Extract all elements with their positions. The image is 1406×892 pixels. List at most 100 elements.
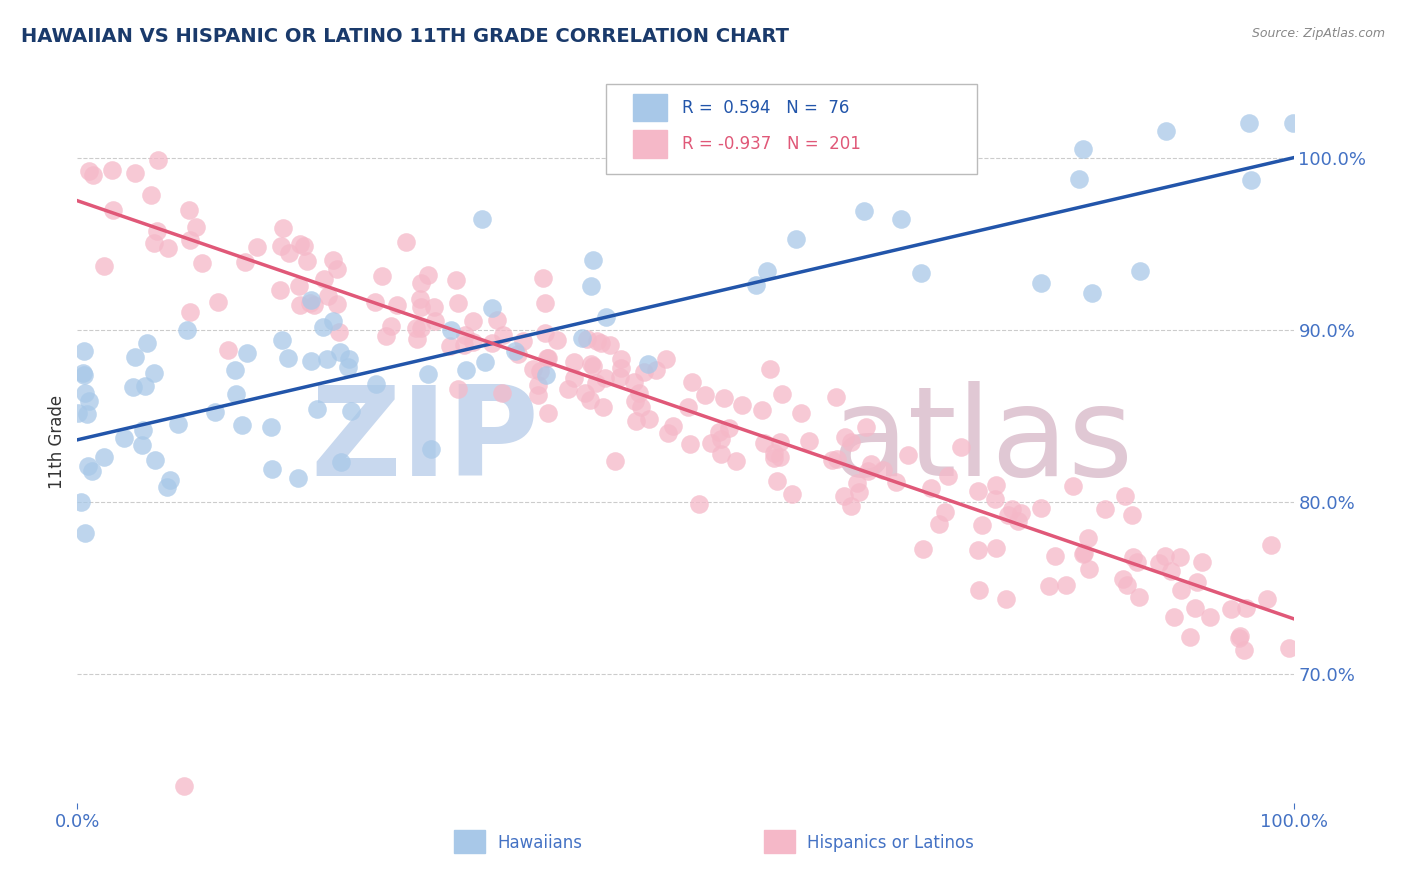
Point [1220,602,1243,616]
Point [447,383,470,397]
Point [176,323,198,337]
Point [73,385,96,400]
Point [330,455,353,469]
Point [481,301,503,316]
Point [269,283,291,297]
Point [1234,600,1257,615]
Point [1278,640,1301,655]
Point [409,321,432,335]
Point [1233,642,1256,657]
Point [754,436,776,450]
Point [897,448,920,462]
Point [1010,506,1032,520]
Point [217,343,239,357]
Point [423,300,446,314]
Text: ZIP: ZIP [311,381,540,502]
Text: R = -0.937   N =  201: R = -0.937 N = 201 [682,136,860,153]
Point [534,326,557,340]
Point [709,425,731,439]
Point [1077,532,1099,546]
Point [1115,577,1137,591]
Point [595,310,617,324]
Point [225,387,247,401]
Point [121,380,143,394]
Point [270,238,292,252]
Point [380,319,402,334]
Point [131,438,153,452]
Point [298,296,321,310]
Point [1256,592,1278,607]
Point [910,266,932,280]
Point [609,361,631,376]
Point [934,505,956,519]
Point [143,235,166,250]
Point [124,166,146,180]
Point [766,475,789,489]
Point [1112,572,1135,586]
Point [271,220,294,235]
Point [623,376,645,390]
Text: HAWAIIAN VS HISPANIC OR LATINO 11TH GRADE CORRELATION CHART: HAWAIIAN VS HISPANIC OR LATINO 11TH GRAD… [21,27,789,45]
Point [852,203,875,218]
Point [710,432,733,446]
Point [655,352,678,367]
Point [848,485,870,500]
Point [1154,549,1177,563]
Point [142,366,165,380]
Point [439,339,461,353]
Point [93,450,115,464]
Point [1282,116,1305,130]
Point [246,239,269,253]
Point [326,262,349,277]
Point [337,351,360,366]
Point [872,463,894,477]
Point [326,297,349,311]
Point [73,344,96,359]
Point [890,211,912,226]
Point [911,541,934,556]
Point [1007,514,1029,528]
Point [336,360,359,375]
Point [179,233,201,247]
Point [839,499,862,513]
Point [571,331,593,345]
Point [522,362,544,376]
Point [603,453,626,467]
Point [471,212,494,227]
Point [287,470,309,484]
Point [1071,143,1094,157]
Point [1054,578,1077,592]
Point [688,497,710,511]
Point [73,368,96,382]
Point [633,365,655,379]
Point [67,406,90,420]
Point [463,335,485,350]
Point [492,327,515,342]
Point [204,405,226,419]
Point [785,232,807,246]
Point [82,168,104,182]
Point [527,388,550,402]
Point [592,400,614,414]
Point [82,464,104,478]
Point [302,298,325,312]
Point [984,491,1007,506]
Point [537,351,560,366]
Point [270,334,292,348]
Text: Hispanics or Latinos: Hispanics or Latinos [807,833,974,852]
Point [997,508,1019,522]
Point [839,435,862,450]
Point [970,518,993,533]
Point [299,353,322,368]
Point [845,475,868,490]
Point [364,376,387,391]
Point [995,591,1018,606]
Point [582,252,605,267]
Point [1000,501,1022,516]
FancyBboxPatch shape [765,830,794,854]
Point [1043,549,1066,563]
Point [967,543,990,558]
Point [609,370,631,384]
Point [112,431,135,445]
Point [77,163,100,178]
